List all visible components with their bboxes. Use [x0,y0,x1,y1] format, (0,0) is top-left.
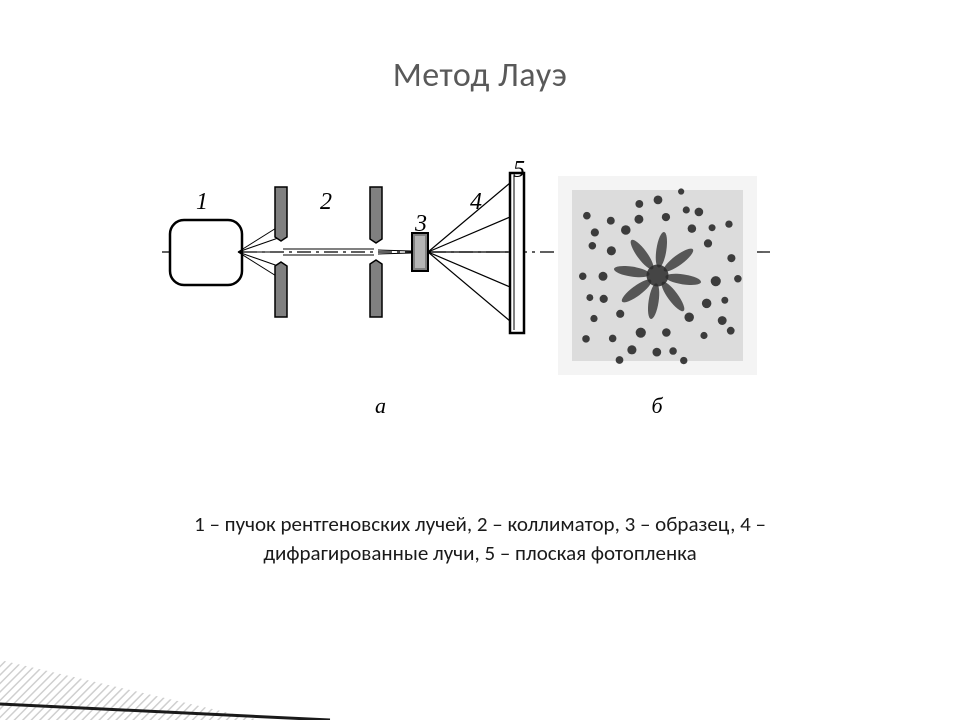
num-label-5: 5 [513,157,525,184]
panel-label-b: б [652,393,663,419]
panel-label-a: а [375,393,386,419]
num-label-2: 2 [320,189,332,216]
caption-line1: 1 – пучок рентгеновских лучей, 2 – колли… [194,511,766,537]
caption-line2: дифрагированные лучи, 5 – плоская фотопл… [263,540,696,566]
slide-title-text: Метод Лауэ [393,55,568,96]
num-label-3: 3 [415,211,427,238]
figure-caption: 1 – пучок рентгеновских лучей, 2 – колли… [0,510,960,569]
corner-decor [0,640,400,720]
num-label-4: 4 [470,189,482,216]
slide-title: Метод Лауэ [0,55,960,96]
num-label-1: 1 [196,189,208,216]
laue-figure: а б 1 2 3 4 5 [160,155,800,435]
